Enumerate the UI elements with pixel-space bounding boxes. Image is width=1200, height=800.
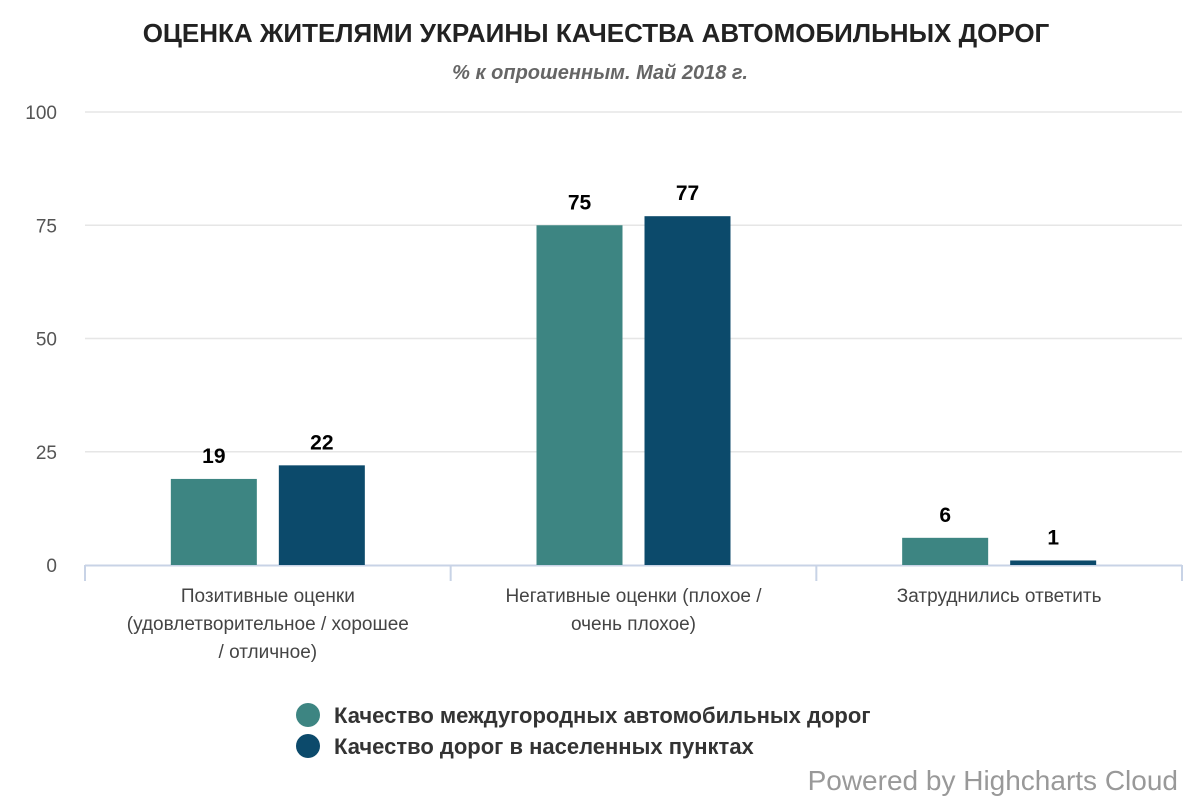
data-labels: 19 75 6 22 77 1 (202, 182, 1059, 549)
x-tick-label: Затруднились ответить (897, 586, 1102, 607)
legend[interactable]: Качество междугородных автомобильных дор… (296, 703, 870, 759)
legend-item[interactable]: Качество междугородных автомобильных дор… (296, 703, 870, 728)
y-tick-label: 50 (36, 330, 57, 351)
data-label: 77 (676, 182, 699, 205)
bar[interactable] (902, 537, 989, 565)
legend-marker (296, 703, 320, 727)
data-label: 22 (310, 431, 333, 454)
y-axis-ticks: 0 25 50 75 100 (25, 103, 57, 577)
data-label: 6 (939, 504, 951, 527)
legend-label: Качество дорог в населенных пунктах (334, 734, 755, 759)
x-axis: Позитивные оценки (удовлетворительное / х… (84, 564, 1183, 663)
data-label: 1 (1047, 526, 1059, 549)
x-tick-label: Негативные оценки (плохое / очень плохое) (505, 586, 762, 635)
data-label: 19 (202, 445, 225, 468)
legend-marker (296, 734, 320, 758)
x-tick-label: Позитивные оценки (удовлетворительное / х… (127, 586, 409, 663)
credits-link[interactable]: Powered by Highcharts Cloud (808, 765, 1178, 796)
grid-lines (85, 111, 1182, 453)
y-tick-label: 75 (36, 216, 57, 237)
bar[interactable] (644, 216, 731, 565)
bar[interactable] (170, 478, 257, 565)
chart-title: ОЦЕНКА ЖИТЕЛЯМИ УКРАИНЫ КАЧЕСТВА АВТОМОБ… (143, 18, 1050, 48)
chart-subtitle: % к опрошенным. Май 2018 г. (452, 62, 748, 84)
y-tick-label: 0 (46, 556, 57, 577)
bar[interactable] (536, 225, 623, 565)
bar[interactable] (278, 465, 365, 565)
y-tick-label: 25 (36, 443, 57, 464)
data-label: 75 (568, 191, 592, 214)
bars[interactable] (170, 216, 1097, 565)
y-tick-label: 100 (25, 103, 57, 124)
legend-item[interactable]: Качество дорог в населенных пунктах (296, 734, 755, 759)
bar[interactable] (1010, 560, 1097, 565)
legend-label: Качество междугородных автомобильных дор… (334, 703, 870, 728)
